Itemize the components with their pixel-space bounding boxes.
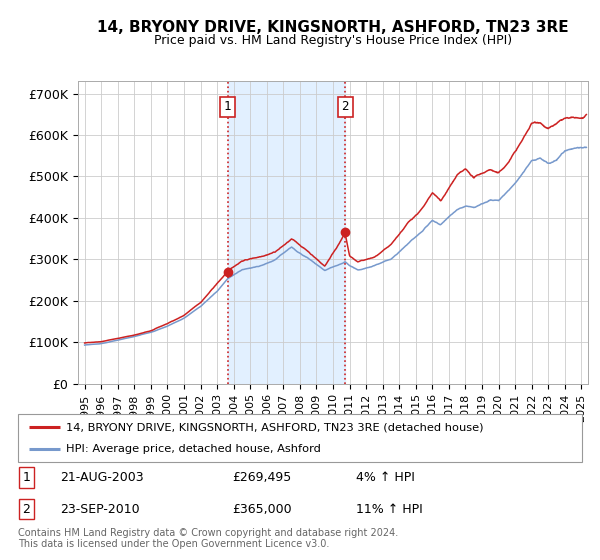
- Text: 1: 1: [224, 100, 232, 114]
- Text: 11% ↑ HPI: 11% ↑ HPI: [356, 502, 423, 516]
- Text: 2: 2: [23, 502, 31, 516]
- Text: 2: 2: [341, 100, 349, 114]
- Text: HPI: Average price, detached house, Ashford: HPI: Average price, detached house, Ashf…: [66, 444, 321, 454]
- Text: 4% ↑ HPI: 4% ↑ HPI: [356, 471, 415, 484]
- Text: Price paid vs. HM Land Registry's House Price Index (HPI): Price paid vs. HM Land Registry's House …: [154, 34, 512, 46]
- Bar: [228, 81, 345, 384]
- Text: Contains HM Land Registry data © Crown copyright and database right 2024.
This d: Contains HM Land Registry data © Crown c…: [18, 528, 398, 549]
- Text: £365,000: £365,000: [232, 502, 292, 516]
- Text: 23-SEP-2010: 23-SEP-2010: [60, 502, 140, 516]
- Text: 14, BRYONY DRIVE, KINGSNORTH, ASHFORD, TN23 3RE (detached house): 14, BRYONY DRIVE, KINGSNORTH, ASHFORD, T…: [66, 422, 484, 432]
- Text: 21-AUG-2003: 21-AUG-2003: [60, 471, 144, 484]
- Text: 14, BRYONY DRIVE, KINGSNORTH, ASHFORD, TN23 3RE: 14, BRYONY DRIVE, KINGSNORTH, ASHFORD, T…: [97, 20, 569, 35]
- Text: £269,495: £269,495: [232, 471, 292, 484]
- FancyBboxPatch shape: [18, 414, 582, 462]
- Text: 1: 1: [23, 471, 31, 484]
